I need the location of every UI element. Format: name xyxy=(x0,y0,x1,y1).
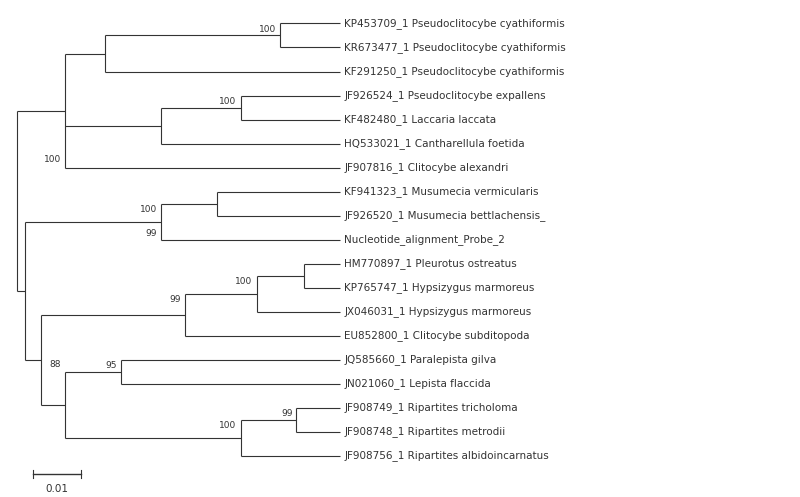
Text: EU852800_1 Clitocybe subditopoda: EU852800_1 Clitocybe subditopoda xyxy=(344,330,530,341)
Text: JX046031_1 Hypsizygus marmoreus: JX046031_1 Hypsizygus marmoreus xyxy=(344,306,531,317)
Text: 100: 100 xyxy=(139,205,157,214)
Text: 88: 88 xyxy=(50,360,61,369)
Text: JN021060_1 Lepista flaccida: JN021060_1 Lepista flaccida xyxy=(344,378,491,389)
Text: JQ585660_1 Paralepista gilva: JQ585660_1 Paralepista gilva xyxy=(344,354,497,365)
Text: JF907816_1 Clitocybe alexandri: JF907816_1 Clitocybe alexandri xyxy=(344,162,509,173)
Text: KR673477_1 Pseudoclitocybe cyathiformis: KR673477_1 Pseudoclitocybe cyathiformis xyxy=(344,42,566,53)
Text: KF291250_1 Pseudoclitocybe cyathiformis: KF291250_1 Pseudoclitocybe cyathiformis xyxy=(344,66,565,77)
Text: 99: 99 xyxy=(281,409,292,418)
Text: 99: 99 xyxy=(170,295,181,304)
Text: KF482480_1 Laccaria laccata: KF482480_1 Laccaria laccata xyxy=(344,114,496,125)
Text: JF926520_1 Musumecia bettlachensis_: JF926520_1 Musumecia bettlachensis_ xyxy=(344,210,546,221)
Text: 100: 100 xyxy=(259,25,277,34)
Text: 100: 100 xyxy=(219,97,237,106)
Text: 95: 95 xyxy=(106,361,117,370)
Text: Nucleotide_alignment_Probe_2: Nucleotide_alignment_Probe_2 xyxy=(344,234,505,245)
Text: JF908749_1 Ripartites tricholoma: JF908749_1 Ripartites tricholoma xyxy=(344,402,518,413)
Text: JF908748_1 Ripartites metrodii: JF908748_1 Ripartites metrodii xyxy=(344,426,506,437)
Text: 100: 100 xyxy=(235,277,253,286)
Text: 100: 100 xyxy=(44,155,61,164)
Text: KF941323_1 Musumecia vermicularis: KF941323_1 Musumecia vermicularis xyxy=(344,186,538,197)
Text: HM770897_1 Pleurotus ostreatus: HM770897_1 Pleurotus ostreatus xyxy=(344,258,517,269)
Text: KP765747_1 Hypsizygus marmoreus: KP765747_1 Hypsizygus marmoreus xyxy=(344,282,534,293)
Text: KP453709_1 Pseudoclitocybe cyathiformis: KP453709_1 Pseudoclitocybe cyathiformis xyxy=(344,18,565,29)
Text: 100: 100 xyxy=(219,421,237,430)
Text: 0.01: 0.01 xyxy=(46,484,69,494)
Text: JF926524_1 Pseudoclitocybe expallens: JF926524_1 Pseudoclitocybe expallens xyxy=(344,90,546,101)
Text: 99: 99 xyxy=(146,229,157,238)
Text: HQ533021_1 Cantharellula foetida: HQ533021_1 Cantharellula foetida xyxy=(344,138,525,149)
Text: JF908756_1 Ripartites albidoincarnatus: JF908756_1 Ripartites albidoincarnatus xyxy=(344,450,549,461)
